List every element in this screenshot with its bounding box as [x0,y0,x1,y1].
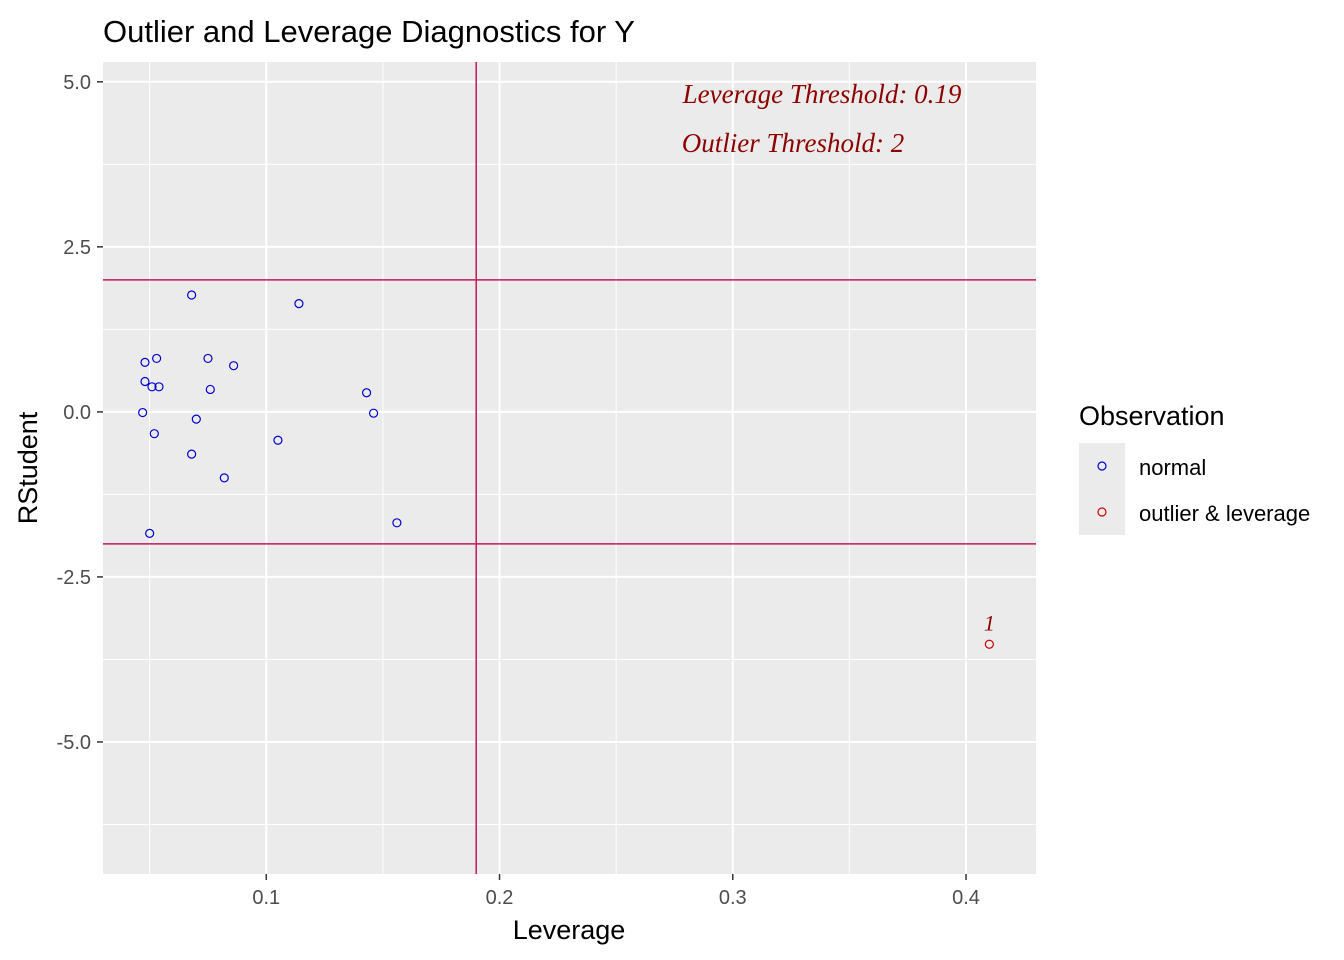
legend: Observation normal outlier & leverage [1079,401,1310,535]
data-point-normal [229,361,239,371]
data-point-normal [368,408,379,418]
data-point-normal [140,376,150,387]
major-gridlines [103,62,1036,874]
plot-panel [103,62,1036,874]
x-tick-label: 0.2 [486,887,514,909]
data-point-normal [145,528,155,538]
y-tick-label: -2.5 [57,567,91,589]
x-tick-label: 0.3 [719,887,747,909]
y-tick-label: 5.0 [63,72,91,94]
data-point-normal [152,353,162,364]
data-point-normal [205,384,215,395]
data-points [138,290,994,649]
y-tick-label: 2.5 [63,237,91,259]
threshold-lines [103,62,1036,874]
legend-label-outlier-leverage: outlier & leverage [1139,501,1310,526]
legend-key-outlier-leverage [1097,507,1107,517]
y-tick-label: 0.0 [63,402,91,424]
legend-key-background [1079,443,1125,535]
y-axis-title: RStudent [13,411,43,524]
legend-label-normal: normal [1139,455,1206,480]
leverage-threshold-annotation: Leverage Threshold: 0.19 [682,79,962,109]
legend-key-normal [1097,461,1107,471]
data-point-normal [140,357,150,367]
y-tick-label: -5.0 [57,732,91,754]
data-point-outlier-leverage [984,639,994,649]
data-point-normal [154,382,164,392]
data-point-normal [187,290,197,300]
data-point-normal [203,353,213,364]
data-point-normal [191,414,201,424]
data-point-normal [138,407,148,418]
x-tick-label: 0.4 [952,887,980,909]
data-point-normal [149,429,159,439]
x-tick-label: 0.1 [252,887,280,909]
x-axis: 0.1 0.2 0.3 0.4 [252,874,980,909]
point-label: 1 [984,610,995,635]
data-point-normal [147,382,157,392]
chart-title: Outlier and Leverage Diagnostics for Y [103,14,635,49]
legend-title: Observation [1079,401,1225,431]
outlier-threshold-annotation: Outlier Threshold: 2 [682,128,905,158]
y-axis: 5.0 2.5 0.0 -2.5 -5.0 [57,72,103,754]
data-point-normal [273,435,283,445]
x-axis-title: Leverage [513,915,626,945]
data-point-normal [392,518,402,528]
point-labels: 1 [984,610,995,635]
data-point-normal [294,299,304,309]
data-point-normal [187,449,197,459]
data-point-normal [219,473,229,483]
minor-gridlines [103,62,1036,874]
data-point-normal [361,388,372,398]
